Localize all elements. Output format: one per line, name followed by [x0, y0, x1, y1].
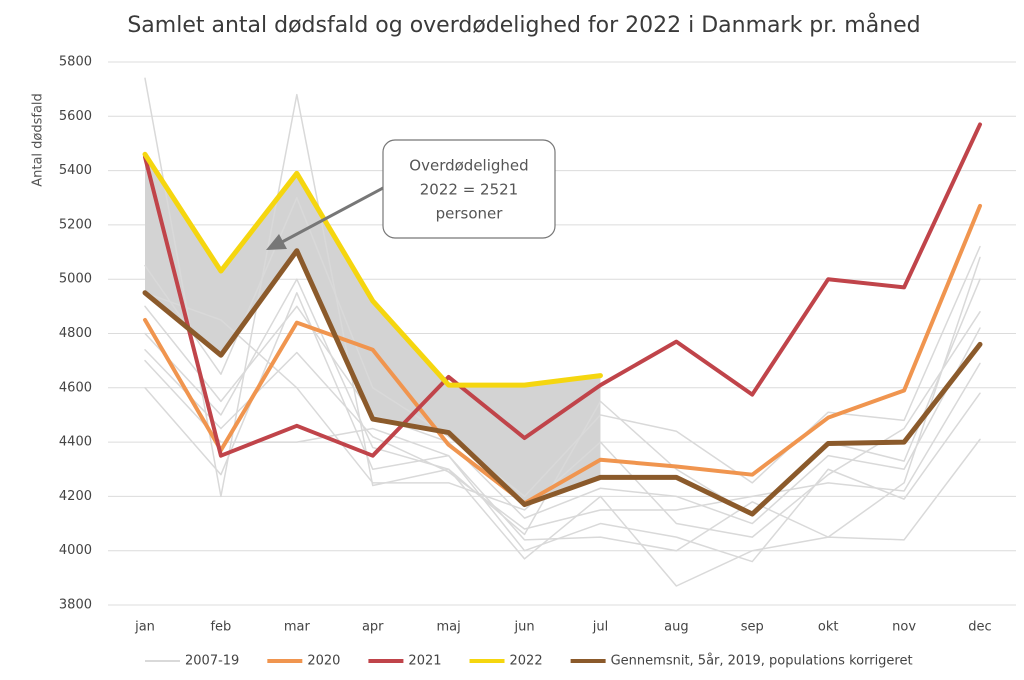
annotation-text: personer	[436, 205, 504, 223]
x-tick-label: maj	[437, 620, 461, 635]
legend-label: 2007-19	[185, 654, 239, 669]
legend-label: 2022	[510, 654, 543, 669]
x-tick-label: nov	[892, 620, 916, 635]
y-tick-label: 5600	[59, 109, 92, 124]
annotation-arrow	[281, 186, 384, 244]
x-tick-label: aug	[664, 620, 688, 635]
series-line	[144, 349, 981, 530]
annotation-arrowhead	[266, 234, 287, 250]
y-tick-label: 5000	[59, 272, 92, 287]
x-tick-label: jan	[134, 620, 155, 635]
chart-title: Samlet antal dødsfald og overdødelighed …	[127, 12, 920, 38]
series-line	[144, 77, 981, 587]
y-tick-label: 3800	[59, 598, 92, 613]
excess-area	[145, 154, 601, 505]
series-line	[144, 256, 981, 552]
y-tick-label: 4000	[59, 543, 92, 558]
y-axis-label: Antal dødsfald	[31, 93, 46, 187]
series-line	[144, 292, 981, 538]
annotation-text: 2022 = 2521	[420, 181, 518, 199]
x-tick-label: jul	[592, 620, 608, 635]
x-tick-label: feb	[210, 620, 231, 635]
legend-label: 2020	[307, 654, 340, 669]
series-line	[142, 248, 983, 517]
x-tick-label: mar	[284, 620, 311, 635]
legend-label: Gennemsnit, 5år, 2019, populations korri…	[611, 654, 913, 669]
series-line	[143, 203, 982, 506]
y-tick-label: 5400	[59, 163, 92, 178]
y-tick-label: 5800	[59, 55, 92, 70]
series-line	[143, 122, 982, 458]
annotation-text: Overdødelighed	[409, 157, 528, 175]
x-tick-label: apr	[362, 620, 384, 635]
series-line	[144, 305, 981, 525]
y-tick-label: 4200	[59, 489, 92, 504]
x-tick-label: jun	[513, 620, 534, 635]
y-tick-label: 4600	[59, 380, 92, 395]
x-tick-label: dec	[968, 620, 991, 635]
y-tick-label: 4800	[59, 326, 92, 341]
series-line	[142, 151, 603, 388]
legend-label: 2021	[408, 654, 441, 669]
y-tick-label: 4400	[59, 435, 92, 450]
x-tick-label: sep	[741, 620, 764, 635]
y-tick-label: 5200	[59, 217, 92, 232]
x-tick-label: okt	[818, 620, 839, 635]
